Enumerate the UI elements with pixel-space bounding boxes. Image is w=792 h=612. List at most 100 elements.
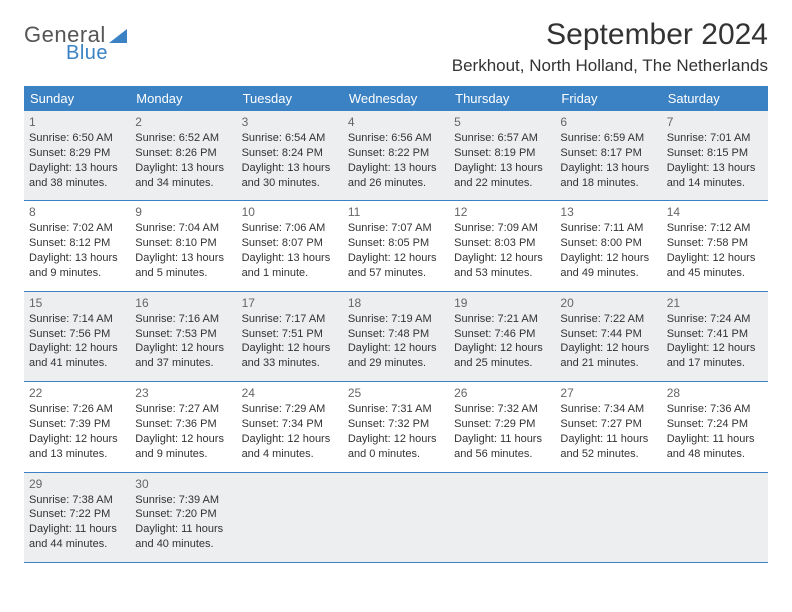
day-number: 18 <box>348 296 444 310</box>
sunrise-line: Sunrise: 7:16 AM <box>135 312 231 327</box>
sunset-line: Sunset: 8:00 PM <box>560 236 656 251</box>
daylight-line: Daylight: 12 hours and 41 minutes. <box>29 341 125 371</box>
sunset-line: Sunset: 8:19 PM <box>454 146 550 161</box>
daylight-line: Daylight: 12 hours and 17 minutes. <box>667 341 763 371</box>
sunrise-line: Sunrise: 7:26 AM <box>29 402 125 417</box>
day-cell: 13Sunrise: 7:11 AMSunset: 8:00 PMDayligh… <box>555 201 661 290</box>
daylight-line: Daylight: 12 hours and 9 minutes. <box>135 432 231 462</box>
sunset-line: Sunset: 8:17 PM <box>560 146 656 161</box>
week-row: 29Sunrise: 7:38 AMSunset: 7:22 PMDayligh… <box>24 473 768 563</box>
daylight-line: Daylight: 11 hours and 40 minutes. <box>135 522 231 552</box>
day-number: 10 <box>242 205 338 219</box>
day-number: 14 <box>667 205 763 219</box>
day-number: 23 <box>135 386 231 400</box>
sunset-line: Sunset: 7:51 PM <box>242 327 338 342</box>
sunrise-line: Sunrise: 7:21 AM <box>454 312 550 327</box>
day-cell: 22 Sunrise: 7:26 AMSunset: 7:39 PMDayligh… <box>24 382 130 471</box>
sunrise-line: Sunrise: 7:06 AM <box>242 221 338 236</box>
day-number: 16 <box>135 296 231 310</box>
sunset-line: Sunset: 7:29 PM <box>454 417 550 432</box>
sunrise-line: Sunrise: 7:29 AM <box>242 402 338 417</box>
weekday-header: Thursday <box>449 86 555 111</box>
daylight-line: Daylight: 13 hours and 9 minutes. <box>29 251 125 281</box>
sunrise-line: Sunrise: 7:36 AM <box>667 402 763 417</box>
day-cell: 28Sunrise: 7:36 AMSunset: 7:24 PMDayligh… <box>662 382 768 471</box>
daylight-line: Daylight: 11 hours and 56 minutes. <box>454 432 550 462</box>
day-number: 26 <box>454 386 550 400</box>
daylight-line: Daylight: 11 hours and 44 minutes. <box>29 522 125 552</box>
sunrise-line: Sunrise: 7:34 AM <box>560 402 656 417</box>
daylight-line: Daylight: 12 hours and 25 minutes. <box>454 341 550 371</box>
sunset-line: Sunset: 7:53 PM <box>135 327 231 342</box>
weekday-header: Tuesday <box>237 86 343 111</box>
daylight-line: Daylight: 12 hours and 29 minutes. <box>348 341 444 371</box>
day-number: 13 <box>560 205 656 219</box>
day-cell: 19Sunrise: 7:21 AMSunset: 7:46 PMDayligh… <box>449 292 555 381</box>
sunset-line: Sunset: 8:03 PM <box>454 236 550 251</box>
sunrise-line: Sunrise: 6:54 AM <box>242 131 338 146</box>
daylight-line: Daylight: 12 hours and 13 minutes. <box>29 432 125 462</box>
daylight-line: Daylight: 12 hours and 45 minutes. <box>667 251 763 281</box>
sunrise-line: Sunrise: 6:56 AM <box>348 131 444 146</box>
sunset-line: Sunset: 7:36 PM <box>135 417 231 432</box>
sunset-line: Sunset: 7:41 PM <box>667 327 763 342</box>
daylight-line: Daylight: 12 hours and 33 minutes. <box>242 341 338 371</box>
day-cell: 15Sunrise: 7:14 AMSunset: 7:56 PMDayligh… <box>24 292 130 381</box>
day-cell: 12Sunrise: 7:09 AMSunset: 8:03 PMDayligh… <box>449 201 555 290</box>
week-row: 22Sunrise: 7:26 AMSunset: 7:39 PMDayligh… <box>24 382 768 472</box>
sunset-line: Sunset: 7:32 PM <box>348 417 444 432</box>
day-number: 12 <box>454 205 550 219</box>
sunrise-line: Sunrise: 7:02 AM <box>29 221 125 236</box>
logo-text-blue: Blue <box>66 42 108 65</box>
sunset-line: Sunset: 8:22 PM <box>348 146 444 161</box>
day-number: 21 <box>667 296 763 310</box>
logo-triangle-icon <box>109 29 127 43</box>
day-cell: 2Sunrise: 6:52 AMSunset: 8:26 PMDaylight… <box>130 111 236 200</box>
weekday-header: Saturday <box>662 86 768 111</box>
day-cell: 20Sunrise: 7:22 AMSunset: 7:44 PMDayligh… <box>555 292 661 381</box>
sunset-line: Sunset: 7:56 PM <box>29 327 125 342</box>
daylight-line: Daylight: 13 hours and 30 minutes. <box>242 161 338 191</box>
sunrise-line: Sunrise: 7:12 AM <box>667 221 763 236</box>
day-cell <box>343 473 449 562</box>
day-cell: 18Sunrise: 7:19 AMSunset: 7:48 PMDayligh… <box>343 292 449 381</box>
sunrise-line: Sunrise: 7:22 AM <box>560 312 656 327</box>
sunrise-line: Sunrise: 6:57 AM <box>454 131 550 146</box>
day-cell: 14Sunrise: 7:12 AMSunset: 7:58 PMDayligh… <box>662 201 768 290</box>
day-cell: 10Sunrise: 7:06 AMSunset: 8:07 PMDayligh… <box>237 201 343 290</box>
daylight-line: Daylight: 12 hours and 49 minutes. <box>560 251 656 281</box>
location: Berkhout, North Holland, The Netherlands <box>452 56 768 76</box>
daylight-line: Daylight: 13 hours and 5 minutes. <box>135 251 231 281</box>
daylight-line: Daylight: 12 hours and 0 minutes. <box>348 432 444 462</box>
sunset-line: Sunset: 7:22 PM <box>29 507 125 522</box>
sunrise-line: Sunrise: 7:07 AM <box>348 221 444 236</box>
weekday-header: Monday <box>130 86 236 111</box>
day-number: 4 <box>348 115 444 129</box>
day-cell <box>449 473 555 562</box>
day-cell <box>662 473 768 562</box>
daylight-line: Daylight: 12 hours and 57 minutes. <box>348 251 444 281</box>
sunrise-line: Sunrise: 6:50 AM <box>29 131 125 146</box>
day-cell: 17Sunrise: 7:17 AMSunset: 7:51 PMDayligh… <box>237 292 343 381</box>
day-number: 20 <box>560 296 656 310</box>
weekday-header: Wednesday <box>343 86 449 111</box>
sunrise-line: Sunrise: 7:24 AM <box>667 312 763 327</box>
day-number: 30 <box>135 477 231 491</box>
day-number: 8 <box>29 205 125 219</box>
sunset-line: Sunset: 7:46 PM <box>454 327 550 342</box>
day-cell: 6Sunrise: 6:59 AMSunset: 8:17 PMDaylight… <box>555 111 661 200</box>
month-title: September 2024 <box>452 18 768 52</box>
title-block: September 2024 Berkhout, North Holland, … <box>452 18 768 76</box>
day-cell: 24Sunrise: 7:29 AMSunset: 7:34 PMDayligh… <box>237 382 343 471</box>
day-cell <box>555 473 661 562</box>
sunset-line: Sunset: 7:39 PM <box>29 417 125 432</box>
sunrise-line: Sunrise: 7:14 AM <box>29 312 125 327</box>
day-number: 22 <box>29 386 125 400</box>
day-number: 24 <box>242 386 338 400</box>
day-number: 17 <box>242 296 338 310</box>
sunset-line: Sunset: 8:07 PM <box>242 236 338 251</box>
day-cell <box>237 473 343 562</box>
sunset-line: Sunset: 8:26 PM <box>135 146 231 161</box>
sunrise-line: Sunrise: 7:04 AM <box>135 221 231 236</box>
daylight-line: Daylight: 13 hours and 38 minutes. <box>29 161 125 191</box>
